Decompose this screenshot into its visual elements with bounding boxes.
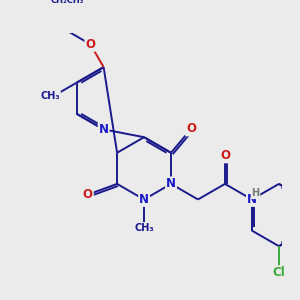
Text: N: N <box>99 123 109 136</box>
Text: CH₃: CH₃ <box>40 91 60 101</box>
Text: O: O <box>186 122 196 135</box>
Text: N: N <box>166 177 176 190</box>
Text: N: N <box>139 193 149 206</box>
Text: Cl: Cl <box>272 266 285 279</box>
Text: O: O <box>85 38 95 51</box>
Text: CH₃: CH₃ <box>134 223 154 233</box>
Text: O: O <box>220 149 230 162</box>
Text: O: O <box>83 188 93 201</box>
Text: H: H <box>251 188 260 198</box>
Text: N: N <box>247 193 257 206</box>
Text: CH₂CH₃: CH₂CH₃ <box>51 0 84 4</box>
